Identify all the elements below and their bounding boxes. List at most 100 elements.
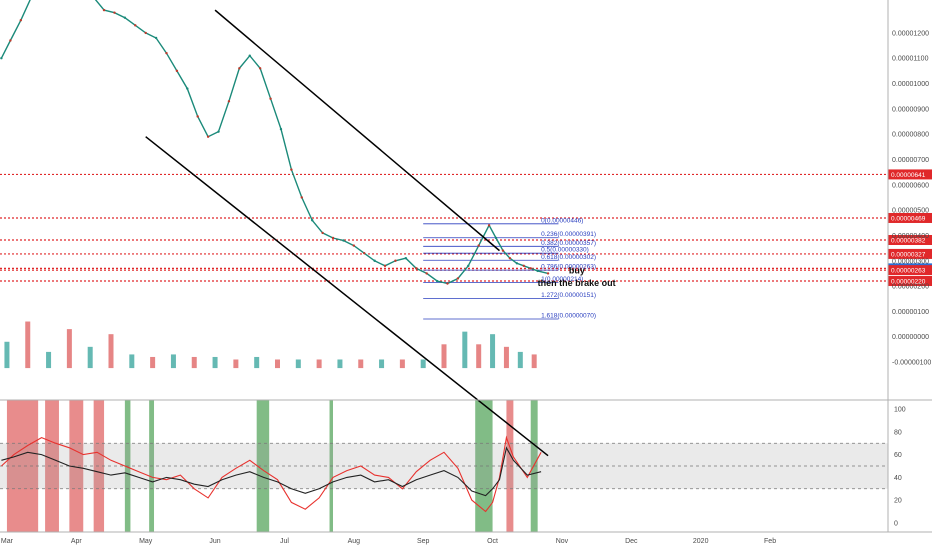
x-tick-label: Oct (487, 538, 498, 545)
volume-bar (170, 354, 176, 369)
volume-bar (191, 356, 197, 369)
price-point (227, 100, 231, 103)
price-point (404, 257, 408, 260)
price-tick-label: 0.00001100 (892, 56, 929, 63)
indicator-tick-label: 40 (894, 475, 902, 482)
indicator-tick-label: 80 (894, 429, 902, 436)
price-tick-label: -0.00000100 (892, 360, 931, 367)
volume-bar (503, 346, 509, 369)
x-tick-label: 2020 (693, 538, 709, 545)
volume-bar (316, 359, 322, 369)
annotations: buy then the brake out (538, 265, 616, 288)
level-tag (888, 265, 932, 276)
highlight-zone (475, 400, 493, 532)
level-tag (888, 248, 932, 259)
fib-label: 0.5(0.00000330) (541, 247, 589, 254)
indicator-series (1, 435, 542, 513)
price-point (206, 135, 210, 138)
level-tag (888, 276, 932, 287)
price-point (522, 264, 525, 268)
volume-bar (337, 359, 343, 369)
price-point (515, 262, 519, 265)
price-point (165, 51, 168, 55)
volume-bar (108, 334, 114, 369)
fib-label: 1.618(0.00000070) (541, 312, 596, 319)
price-point (508, 257, 512, 260)
price-point (113, 11, 116, 14)
price-tick-label: 0.00000000 (892, 334, 929, 341)
price-point (196, 115, 199, 118)
x-tick-label: May (139, 538, 153, 545)
price-tick-label: 0.00000900 (892, 106, 929, 113)
price-point (363, 251, 366, 255)
volume-bar (490, 334, 496, 369)
price-point (154, 36, 158, 40)
price-point (529, 267, 532, 270)
price-tick-label: 0.00000800 (892, 132, 929, 139)
volume-bar (441, 344, 447, 369)
volume-bar (531, 354, 537, 369)
price-point (536, 269, 539, 273)
channel-line (145, 136, 549, 457)
price-point (290, 168, 293, 171)
indicator-line (1, 435, 542, 513)
level-tag-label: 0.00000327 (891, 251, 926, 258)
price-point (300, 196, 303, 199)
level-tag (888, 169, 932, 180)
price-point (435, 279, 439, 283)
volume-bar (254, 356, 260, 369)
annotation-text: buy (569, 265, 585, 275)
price-point (102, 8, 106, 12)
price-point (477, 244, 480, 247)
highlight-zone (69, 400, 84, 532)
volume-bar (379, 359, 385, 369)
price-tick-label: 0.00001000 (892, 81, 929, 88)
indicator-band (0, 442, 888, 490)
highlight-zone (506, 400, 514, 532)
level-tag-label: 0.00000382 (891, 238, 926, 245)
price-point (123, 16, 127, 19)
volume-bar (150, 356, 156, 369)
price-point (494, 236, 498, 240)
price-tick-label: 0.00000700 (892, 157, 929, 164)
level-tag (888, 235, 932, 245)
level-tag-label: 0.00000263 (891, 268, 926, 275)
price-point (331, 236, 335, 240)
price-point (134, 24, 137, 27)
price-line (0, 0, 549, 285)
volume-bar (275, 359, 280, 369)
fib-label: 1(0.00000214) (541, 276, 583, 283)
price-point (258, 67, 262, 70)
x-tick-label: Mar (1, 538, 14, 545)
price-point (186, 87, 189, 90)
price-point (446, 282, 449, 285)
price-point (238, 67, 241, 70)
price-point (415, 267, 418, 270)
volume-bar (66, 329, 72, 369)
price-point (279, 127, 283, 131)
price-tick-label: 0.00000200 (892, 284, 929, 291)
highlight-zone (45, 400, 59, 532)
volume-bar (46, 351, 52, 369)
volume-bars (4, 321, 537, 369)
price-point (342, 239, 345, 242)
volume-bar (476, 344, 482, 369)
price-point (425, 272, 428, 275)
price-point (373, 259, 376, 262)
price-point (546, 272, 550, 275)
indicator-tick-label: 60 (894, 452, 902, 459)
level-tag-label: 0.00000220 (891, 279, 926, 286)
price-point (248, 54, 251, 57)
fib-label: 0.382(0.00000357) (541, 240, 596, 247)
indicator-tick-label: 20 (894, 498, 902, 505)
fib-label: 1.272(0.00000151) (541, 292, 596, 299)
price-point (217, 130, 220, 133)
price-tick-label: 0.00000300 (892, 258, 929, 265)
indicator-tick-label: 0 (894, 520, 898, 527)
price-point (501, 249, 505, 252)
price-point (321, 231, 324, 235)
x-tick-label: Apr (71, 538, 83, 545)
x-tick-label: Feb (764, 538, 776, 545)
